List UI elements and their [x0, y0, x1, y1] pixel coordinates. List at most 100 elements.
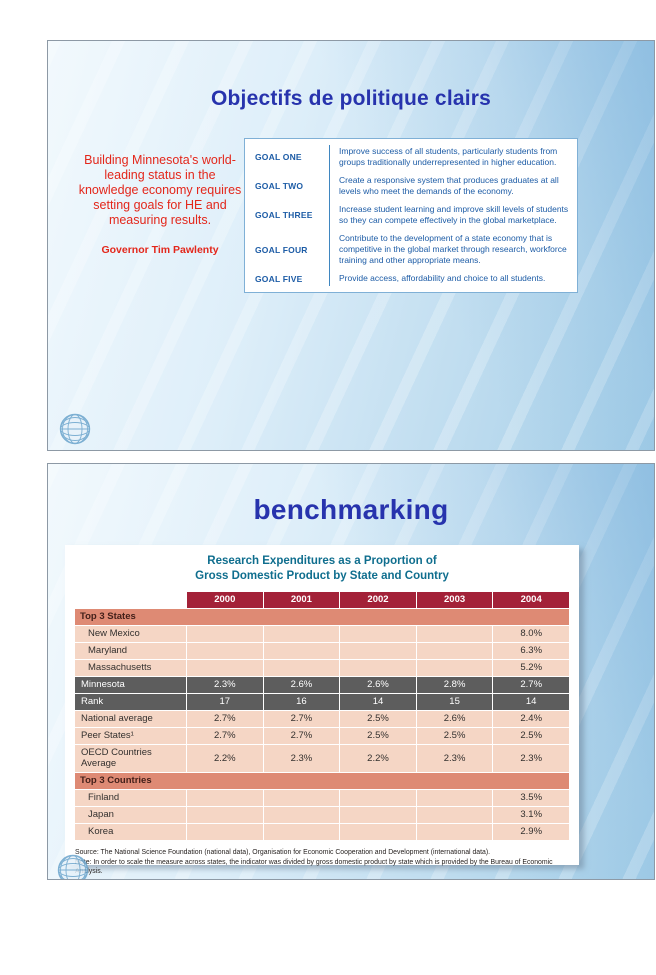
cell-value — [262, 788, 341, 807]
slide2-title: benchmarking — [253, 494, 449, 525]
goal-row: GOAL THREE Increase student learning and… — [251, 204, 569, 226]
cell-value: 2.3% — [186, 675, 264, 694]
table-row: Massachusetts 5.2% — [74, 658, 570, 677]
goal-row: GOAL TWO Create a responsive system that… — [251, 175, 569, 197]
cell-value — [339, 658, 417, 677]
cell-value: 14 — [492, 692, 570, 711]
cell-value — [339, 788, 417, 807]
cell-value — [186, 658, 264, 677]
row-label: Minnesota — [74, 675, 187, 694]
cell-value: 3.5% — [492, 788, 570, 807]
column-header: 2003 — [415, 590, 494, 609]
cell-value: 2.7% — [186, 726, 264, 745]
goal-row: GOAL FIVE Provide access, affordability … — [251, 273, 569, 284]
cell-value: 2.5% — [339, 726, 417, 745]
goal-text: Create a responsive system that produces… — [339, 175, 559, 197]
globe-icon — [57, 854, 89, 879]
cell-value — [339, 822, 417, 841]
cell-value: 2.6% — [339, 675, 417, 694]
header-blank-cell — [74, 590, 187, 609]
source-text: Source: The National Science Foundation … — [75, 848, 491, 856]
row-label: New Mexico — [74, 624, 187, 643]
cell-value — [186, 624, 264, 643]
cell-value — [415, 805, 494, 824]
cell-value: 2.6% — [415, 709, 494, 728]
table-row: Rank 17 16 14 15 14 — [74, 692, 570, 711]
cell-value: 2.2% — [339, 743, 417, 773]
cell-value — [262, 805, 341, 824]
goal-label: GOAL ONE — [255, 152, 302, 163]
cell-value: 2.6% — [262, 675, 341, 694]
cell-value: 2.5% — [339, 709, 417, 728]
cell-value: 8.0% — [492, 624, 570, 643]
cell-value — [262, 624, 341, 643]
table-row: Minnesota 2.3% 2.6% 2.6% 2.8% 2.7% — [74, 675, 570, 694]
cell-value — [415, 658, 494, 677]
table-row: Korea 2.9% — [74, 822, 570, 841]
cell-value: 2.7% — [492, 675, 570, 694]
goal-label: GOAL FIVE — [255, 273, 303, 284]
row-label: Maryland — [74, 641, 187, 660]
cell-value: 2.9% — [492, 822, 570, 841]
benchmark-panel: Research Expenditures as a Proportion of… — [65, 545, 579, 875]
quote-block: Building Minnesota's world-leading statu… — [74, 153, 246, 257]
globe-icon — [59, 413, 91, 445]
goal-label: GOAL THREE — [255, 210, 313, 221]
row-label: Japan — [74, 805, 187, 824]
row-label: Finland — [74, 788, 187, 807]
cell-value: 2.8% — [415, 675, 494, 694]
slide1-title: Objectifs de politique clairs — [210, 87, 492, 110]
cell-value: 6.3% — [492, 641, 570, 660]
cell-value — [262, 822, 341, 841]
cell-value: 2.4% — [492, 709, 570, 728]
cell-value: 5.2% — [492, 658, 570, 677]
cell-value: 2.3% — [262, 743, 341, 773]
table-title: Research Expenditures as a Proportion of… — [65, 545, 579, 587]
benchmark-table: 2000 2001 2002 2003 2004 Top 3 States New… — [74, 590, 570, 841]
cell-value: 2.7% — [262, 726, 341, 745]
column-header: 2004 — [492, 590, 570, 609]
cell-value: 2.3% — [492, 743, 570, 773]
cell-value — [415, 822, 494, 841]
source-notes: Source: The National Science Foundation … — [65, 844, 579, 879]
cell-value — [339, 805, 417, 824]
goal-text: Increase student learning and improve sk… — [339, 204, 569, 226]
row-label: Korea — [74, 822, 187, 841]
table-row: Maryland 6.3% — [74, 641, 570, 660]
table-row: National average 2.7% 2.7% 2.5% 2.6% 2.4% — [74, 709, 570, 728]
slide-1: Objectifs de politique clairs Building M… — [47, 40, 655, 451]
row-label: Top 3 States — [74, 607, 570, 626]
column-header: 2002 — [339, 590, 417, 609]
quote-text: Building Minnesota's world-leading statu… — [78, 153, 242, 227]
header-row: 2000 2001 2002 2003 2004 — [74, 590, 570, 609]
table-row: OECD Countries Average 2.2% 2.3% 2.2% 2.3% 2.… — [74, 743, 570, 773]
cell-value: 2.7% — [186, 709, 264, 728]
cell-value — [415, 624, 494, 643]
row-label: Rank — [74, 692, 187, 711]
row-label: Top 3 Countries — [74, 771, 570, 790]
cell-value: 16 — [262, 692, 341, 711]
cell-value — [186, 641, 264, 660]
goal-text: Contribute to the development of a state… — [339, 233, 567, 266]
table-row: New Mexico 8.0% — [74, 624, 570, 643]
goals-divider — [329, 145, 330, 287]
table-row: Peer States¹ 2.7% 2.7% 2.5% 2.5% 2.5% — [74, 726, 570, 745]
cell-value — [186, 805, 264, 824]
cell-value — [186, 822, 264, 841]
cell-value: 2.2% — [186, 743, 264, 773]
row-label: Massachusetts — [74, 658, 187, 677]
cell-value — [339, 641, 417, 660]
cell-value: 2.5% — [492, 726, 570, 745]
goal-row: GOAL FOUR Contribute to the development … — [251, 233, 569, 266]
table-title-line1: Research Expenditures as a Proportion of — [207, 555, 437, 567]
row-label: Peer States¹ — [74, 726, 187, 745]
section-row: Top 3 States — [74, 607, 570, 626]
goal-row: GOAL ONE Improve success of all students… — [251, 146, 569, 168]
cell-value — [415, 641, 494, 660]
cell-value: 3.1% — [492, 805, 570, 824]
goals-box: GOAL ONE Improve success of all students… — [244, 138, 578, 294]
goal-text: Improve success of all students, particu… — [339, 146, 558, 168]
cell-value: 15 — [415, 692, 494, 711]
goal-label: GOAL TWO — [255, 181, 304, 192]
